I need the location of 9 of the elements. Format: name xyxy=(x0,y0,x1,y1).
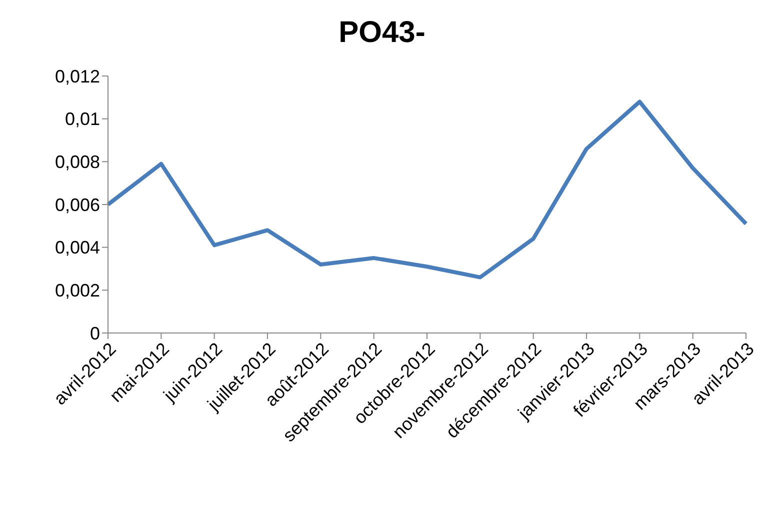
y-tick-label: 0,01 xyxy=(64,109,100,130)
line-series xyxy=(106,100,748,280)
chart-title: PO43- xyxy=(338,15,426,51)
y-tick-label: 0,008 xyxy=(54,152,100,172)
y-tick-label: 0 xyxy=(90,323,100,344)
y-tick-label: 0,012 xyxy=(54,66,100,86)
y-tick-label: 0,002 xyxy=(54,280,100,301)
y-tick-label: 0,004 xyxy=(54,238,100,258)
y-tick-label: 0,006 xyxy=(54,194,100,215)
